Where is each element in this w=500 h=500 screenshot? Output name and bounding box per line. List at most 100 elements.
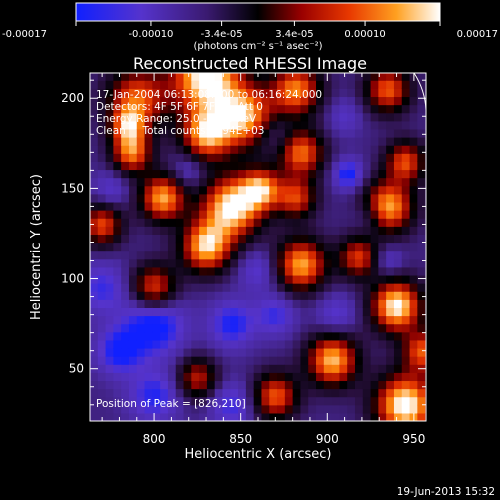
heatmap-cell <box>238 388 247 398</box>
heatmap-cell <box>121 323 130 333</box>
heatmap-cell <box>144 80 153 89</box>
heatmap-cell <box>370 339 379 349</box>
heatmap-cell <box>136 185 146 195</box>
heatmap-cell <box>90 396 99 406</box>
heatmap-cell <box>160 331 169 341</box>
heatmap-cell <box>113 210 122 219</box>
heatmap-cell <box>331 412 340 421</box>
heatmap-cell <box>105 234 114 244</box>
heatmap-cell <box>393 380 403 390</box>
heatmap-cell <box>417 380 426 390</box>
heatmap-cell <box>230 193 239 203</box>
heatmap-cell <box>222 364 231 373</box>
heatmap-cell <box>393 250 403 260</box>
heatmap-cell <box>238 291 247 300</box>
heatmap-cell <box>206 388 216 398</box>
heatmap-cell <box>245 283 255 292</box>
heatmap-cell <box>238 266 247 276</box>
heatmap-cell <box>222 88 231 98</box>
colorbar-tick-label: -3.4e-05 <box>201 29 243 40</box>
heatmap-cell <box>160 234 169 244</box>
heatmap-cell <box>105 96 114 106</box>
heatmap-cell <box>300 88 309 98</box>
heatmap-cell <box>175 331 185 341</box>
heatmap-cell <box>354 250 364 260</box>
heatmap-cell <box>206 96 216 106</box>
heatmap-cell <box>401 218 411 227</box>
heatmap-cell <box>370 299 379 308</box>
heatmap-cell <box>386 161 395 171</box>
heatmap-cell <box>261 258 270 268</box>
heatmap-cell <box>90 161 99 171</box>
heatmap-cell <box>409 274 418 284</box>
heatmap-cell <box>378 104 387 114</box>
heatmap-cell <box>401 274 411 284</box>
heatmap-cell <box>316 372 325 382</box>
heatmap-cell <box>401 347 411 357</box>
heatmap-cell <box>292 299 302 308</box>
heatmap-cell <box>292 169 302 179</box>
heatmap-cell <box>160 291 169 300</box>
heatmap-cell <box>292 161 302 171</box>
heatmap-cell <box>230 128 239 138</box>
heatmap-cell <box>230 161 239 171</box>
heatmap-cell <box>183 291 192 300</box>
heatmap-cell <box>253 128 263 138</box>
heatmap-cell <box>269 380 278 390</box>
heatmap-cell <box>206 128 216 138</box>
heatmap-cell <box>230 88 239 98</box>
heatmap-cell <box>393 226 403 235</box>
heatmap-cell <box>199 226 208 235</box>
heatmap-cell <box>261 404 270 414</box>
heatmap-cell <box>284 372 294 382</box>
heatmap-cell <box>323 128 333 138</box>
heatmap-cell <box>253 356 263 365</box>
heatmap-cell <box>128 388 138 398</box>
heatmap-cell <box>331 120 340 130</box>
heatmap-cell <box>152 226 161 235</box>
heatmap-cell <box>167 266 177 276</box>
heatmap-cell <box>331 291 340 300</box>
heatmap-cell <box>105 331 114 341</box>
heatmap-cell <box>323 96 333 106</box>
heatmap-cell <box>386 88 395 98</box>
heatmap-cell <box>113 380 122 390</box>
heatmap-cell <box>238 258 247 268</box>
heatmap-cell <box>354 299 364 308</box>
heatmap-cell <box>354 291 364 300</box>
heatmap-cell <box>136 266 146 276</box>
heatmap-cell <box>160 153 169 162</box>
heatmap-cell <box>386 226 395 235</box>
heatmap-cell <box>417 193 426 203</box>
heatmap-cell <box>245 96 255 106</box>
heatmap-cell <box>222 226 231 235</box>
heatmap-cell <box>284 185 294 195</box>
heatmap-cell <box>378 153 387 162</box>
heatmap-cell <box>121 73 130 81</box>
heatmap-cell <box>183 372 192 382</box>
heatmap-cell <box>253 364 263 373</box>
heatmap-cell <box>144 169 153 179</box>
render-timestamp: 19-Jun-2013 15:32 <box>397 486 495 498</box>
heatmap-cell <box>339 299 348 308</box>
heatmap-cell <box>386 96 395 106</box>
heatmap-cell <box>160 356 169 365</box>
heatmap-cell <box>222 388 231 398</box>
heatmap-cell <box>401 364 411 373</box>
heatmap-cell <box>128 73 138 81</box>
heatmap-cell <box>144 104 153 114</box>
heatmap-cell <box>347 128 356 138</box>
heatmap-cell <box>175 283 185 292</box>
heatmap-cell <box>331 169 340 179</box>
heatmap-cell <box>378 73 387 81</box>
heatmap-cell <box>331 404 340 414</box>
heatmap-cell <box>284 145 294 154</box>
heatmap-cell <box>128 137 138 146</box>
heatmap-cell <box>292 331 302 341</box>
heatmap-cell <box>409 299 418 308</box>
heatmap-cell <box>370 364 379 373</box>
heatmap-cell <box>183 250 192 260</box>
heatmap-cell <box>339 73 348 81</box>
heatmap-cell <box>277 388 286 398</box>
heatmap-cell <box>347 226 356 235</box>
